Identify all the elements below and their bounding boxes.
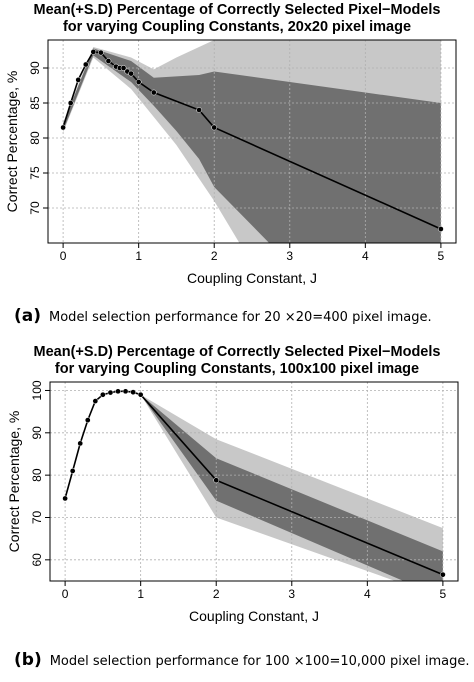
data-point bbox=[135, 79, 142, 85]
x-tick-label: 4 bbox=[362, 249, 369, 263]
x-tick-label: 5 bbox=[440, 587, 447, 601]
data-point bbox=[77, 440, 84, 447]
chart-title-line1: Mean(+S.D) Percentage of Correctly Selec… bbox=[33, 344, 441, 360]
y-tick-label: 80 bbox=[28, 131, 42, 145]
y-axis-label: Correct Percentage, % bbox=[6, 411, 22, 553]
sd-band-inner bbox=[63, 48, 441, 243]
data-point bbox=[440, 571, 446, 578]
data-point bbox=[100, 391, 106, 398]
data-point bbox=[150, 89, 157, 96]
chart-plot: 0 1 2 3 4 5 60 70 80 90 100 Coupling Constant, J Cor… bbox=[6, 380, 459, 624]
data-point bbox=[84, 417, 91, 423]
y-tick-label: 70 bbox=[30, 510, 44, 524]
plot-frame bbox=[47, 39, 457, 244]
data-point bbox=[82, 61, 89, 68]
figure-caption: (a) Model selection performance for 20 ×2… bbox=[14, 306, 432, 326]
y-tick-label: 90 bbox=[30, 426, 44, 440]
x-tick-label: 1 bbox=[135, 249, 142, 263]
caption-label: (b) bbox=[14, 650, 42, 670]
caption-label: (a) bbox=[14, 306, 42, 326]
figure-a: Mean(+S.D) Percentage of Correctly Selec… bbox=[0, 0, 474, 296]
data-point bbox=[92, 398, 99, 404]
x-tick-label: 4 bbox=[364, 587, 371, 601]
data-point bbox=[105, 58, 112, 64]
data-point bbox=[213, 477, 220, 484]
x-tick-label: 3 bbox=[286, 249, 293, 263]
x-tick-label: 2 bbox=[213, 587, 220, 601]
y-tick-label: 75 bbox=[28, 166, 42, 180]
y-axis-label: Correct Percentage, % bbox=[4, 71, 20, 213]
chart-title: Mean(+S.D) Percentage of Correctly Selec… bbox=[0, 344, 474, 378]
data-point bbox=[62, 495, 68, 502]
y-tick-label: 60 bbox=[30, 553, 44, 567]
chart-title-line1: Mean(+S.D) Percentage of Correctly Selec… bbox=[33, 2, 441, 18]
x-tick-label: 5 bbox=[438, 249, 445, 263]
data-point bbox=[115, 388, 121, 395]
x-axis-label: Coupling Constant, J bbox=[187, 270, 317, 286]
figure-b: Mean(+S.D) Percentage of Correctly Selec… bbox=[0, 338, 474, 634]
x-tick-label: 1 bbox=[137, 587, 144, 601]
x-tick-label: 0 bbox=[62, 587, 69, 601]
data-point bbox=[137, 391, 144, 398]
data-point bbox=[128, 70, 134, 77]
y-tick-label: 80 bbox=[30, 468, 44, 482]
data-point bbox=[98, 49, 104, 56]
chart-title: Mean(+S.D) Percentage of Correctly Selec… bbox=[0, 2, 474, 36]
x-tick-label: 2 bbox=[211, 249, 218, 263]
figure-caption: (b) Model selection performance for 100 ×… bbox=[14, 650, 470, 670]
x-tick-label: 3 bbox=[288, 587, 295, 601]
data-point bbox=[60, 124, 66, 131]
data-point bbox=[90, 49, 97, 55]
data-point bbox=[75, 77, 82, 83]
y-tick-label: 70 bbox=[28, 201, 42, 215]
y-tick-label: 90 bbox=[28, 61, 42, 75]
caption-text: Model selection performance for 100 ×100… bbox=[49, 654, 470, 669]
x-tick-label: 0 bbox=[60, 249, 67, 263]
chart-plot: 0 1 2 3 4 5 70 75 80 85 90 Coupling Constant, J Corr… bbox=[4, 39, 457, 286]
data-point bbox=[67, 100, 74, 106]
chart-title-line2: for varying Coupling Constants, 20x20 pi… bbox=[62, 19, 412, 35]
y-tick-label: 85 bbox=[28, 96, 42, 110]
data-point bbox=[69, 468, 76, 474]
data-point bbox=[438, 226, 444, 232]
caption-text: Model selection performance for 20 ×20=4… bbox=[49, 310, 432, 325]
data-point bbox=[107, 389, 114, 396]
chart-title-line2: for varying Coupling Constants, 100x100 … bbox=[54, 361, 420, 377]
data-point bbox=[130, 389, 136, 396]
data-point bbox=[120, 65, 127, 71]
y-tick-label: 100 bbox=[30, 380, 44, 400]
plot-frame bbox=[49, 381, 459, 582]
data-point bbox=[211, 124, 218, 131]
data-point bbox=[122, 388, 129, 395]
x-axis-label: Coupling Constant, J bbox=[189, 608, 319, 624]
data-point bbox=[196, 107, 202, 113]
